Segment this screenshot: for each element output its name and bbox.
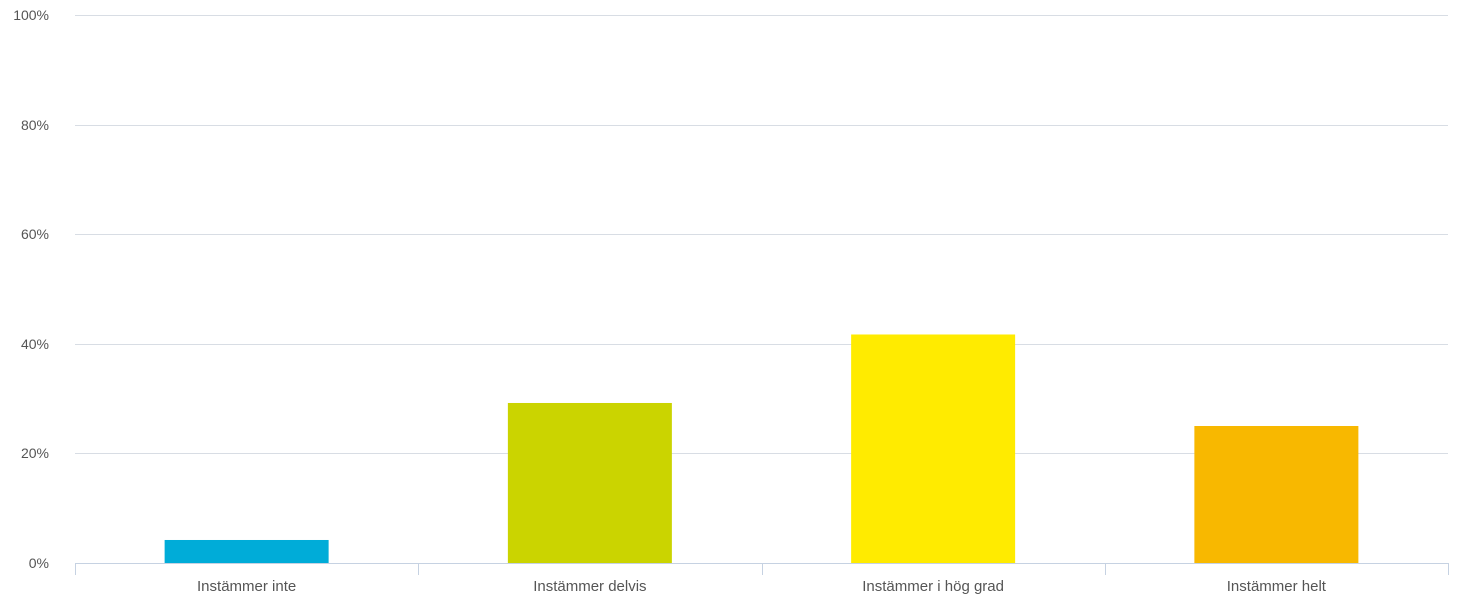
bar — [164, 539, 329, 563]
y-tick-label: 40% — [21, 336, 49, 352]
x-tick-label: Instämmer helt — [1227, 578, 1327, 595]
x-tick-label: Instämmer i hög grad — [862, 578, 1004, 595]
x-axis-tick-labels: Instämmer inte Instämmer delvis Instämmer … — [197, 578, 1327, 595]
bars — [164, 334, 1359, 563]
y-tick-label: 80% — [21, 117, 49, 133]
x-tick-label: Instämmer delvis — [533, 578, 646, 595]
x-axis — [75, 563, 1449, 575]
y-tick-label: 60% — [21, 226, 49, 242]
bar — [851, 334, 1016, 563]
x-tick-label: Instämmer inte — [197, 578, 296, 595]
y-tick-label: 0% — [29, 555, 49, 571]
gridlines — [75, 15, 1448, 454]
bar — [507, 402, 672, 563]
y-axis-tick-labels: 0% 20% 40% 60% 80% 100% — [13, 7, 49, 571]
y-tick-label: 20% — [21, 445, 49, 461]
bar — [1194, 426, 1359, 563]
y-tick-label: 100% — [13, 7, 49, 23]
